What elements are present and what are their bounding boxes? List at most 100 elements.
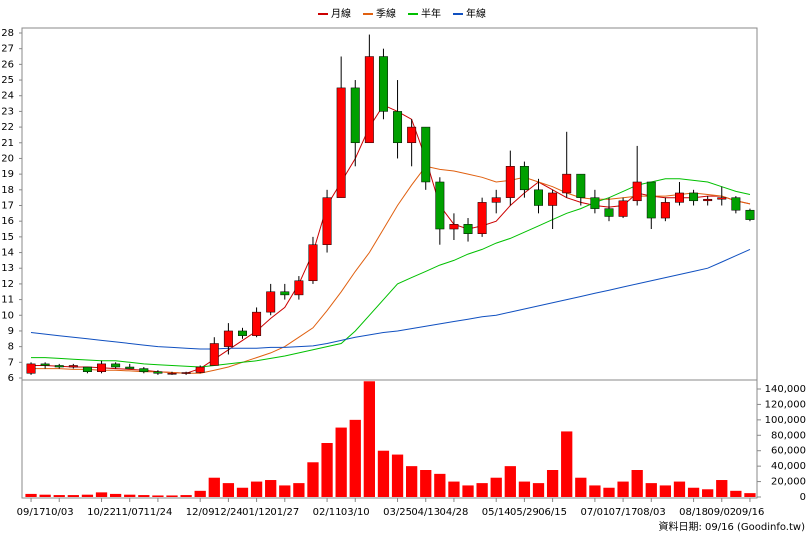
candle-body [364,56,374,144]
y-tick-label: 11 [1,295,14,306]
candle-body [435,181,445,230]
x-tick-label: 09/16 [736,507,765,518]
x-tick-label: 02/11 [313,507,342,518]
y-tick-label: 23 [1,106,14,117]
x-tick-label: 03/25 [383,507,412,518]
candle-body [280,291,290,296]
y-tick-label: 9 [8,326,14,337]
x-tick-label: 10/22 [87,507,116,518]
volume-bar [335,427,347,497]
candle-body [491,197,501,203]
y-tick-label: 14 [1,248,14,259]
candle-body [463,224,473,234]
y2-tick-label: 60,000 [771,446,806,457]
y-tick-label: 24 [1,91,14,102]
volume-bar [645,483,657,497]
candle-body [238,330,247,336]
candle-body [68,365,78,368]
y-tick-label: 25 [1,75,14,86]
y-tick-label: 28 [1,28,14,39]
candle-body [97,363,107,372]
y2-tick-label: 20,000 [771,477,806,488]
candle-body [181,372,191,374]
candle-body [407,126,417,144]
candle-body [322,197,332,245]
candle-body [336,87,346,198]
legend-label: 年線 [466,7,486,20]
volume-bar [603,487,615,497]
candle-body [378,56,388,112]
volume-bar [194,490,206,497]
volume-bar [349,419,361,497]
x-tick-label: 04/28 [440,507,469,518]
volume-bar [222,483,235,497]
x-tick-label: 08/03 [637,507,666,518]
y-tick-label: 15 [1,232,14,243]
candle-body [548,192,558,206]
volume-bar [180,495,192,497]
volume-bar [617,481,629,497]
y-tick-label: 6 [8,373,14,384]
y2-tick-label: 100,000 [765,415,806,426]
volume-bar [687,487,700,497]
volume-bar [420,470,432,497]
ma-line [31,165,751,374]
x-tick-label: 07/01 [580,507,609,518]
x-tick-label: 07/17 [609,507,638,518]
candle-body [449,224,459,230]
y2-tick-label: 0 [800,492,806,503]
candle-body [111,363,121,368]
x-tick-label: 10/03 [45,507,74,518]
y-tick-label: 12 [1,279,14,290]
volume-bar [659,485,672,497]
candle-body [562,173,572,194]
candle-body [26,363,36,374]
x-tick-label: 06/15 [538,507,567,518]
legend-label: 月線 [331,7,351,20]
y-tick-label: 10 [1,310,14,321]
source-note: 資料日期: 09/16 (Goodinfo.tw) [658,520,805,533]
candle-body [674,192,684,203]
candle-body [618,200,628,217]
candle-body [167,373,177,375]
volume-bar [81,494,94,497]
volume-bar [434,473,446,497]
candle-body [519,166,529,191]
volume-bar [236,487,249,497]
volume-bar [589,485,601,497]
x-tick-label: 12/24 [214,507,243,518]
y-tick-label: 19 [1,169,14,180]
volume-bar [702,489,714,497]
candle-body [209,343,219,366]
volume-bar [363,381,375,497]
volume-bar [138,495,150,497]
ma-line [31,178,751,368]
candle-body [660,202,670,219]
volume-bar [504,466,516,497]
volume-bar [673,481,686,497]
volume-bar [250,481,263,497]
candle-body [646,181,656,219]
candle-body [576,173,586,198]
legend-label: 季線 [376,7,396,20]
volume-bar [152,495,164,497]
candle-body [590,197,600,209]
volume-bar [208,477,220,497]
volume-bar [631,470,643,497]
x-tick-label: 01/27 [270,507,299,518]
candle-body [125,366,135,369]
candle-body [350,87,360,144]
volume-bar [265,480,277,497]
x-tick-label: 12/09 [186,507,215,518]
volume-bar [575,477,587,497]
ma-line [30,248,751,350]
ma-line [31,104,751,374]
y-tick-label: 7 [8,357,14,368]
y-tick-label: 26 [1,59,14,70]
y-tick-label: 18 [1,185,14,196]
y-tick-label: 22 [1,122,14,133]
candle-body [266,291,276,313]
candle-body [717,197,727,200]
volume-bar [476,483,488,497]
